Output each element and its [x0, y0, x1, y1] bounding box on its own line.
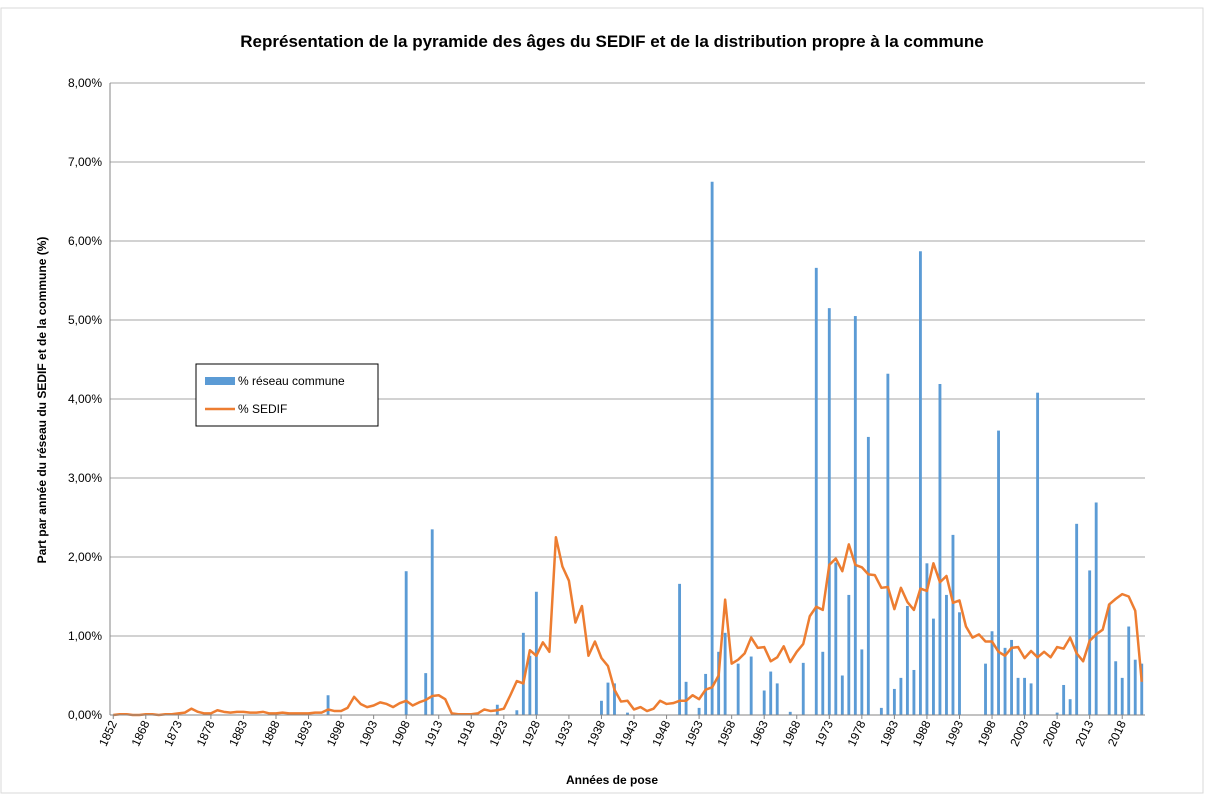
- y-tick-label: 6,00%: [68, 234, 102, 248]
- bar: [515, 710, 519, 715]
- bar: [1068, 699, 1072, 715]
- y-tick-label: 5,00%: [68, 313, 102, 327]
- bar: [1075, 523, 1079, 715]
- bar: [404, 571, 408, 715]
- bar: [762, 690, 766, 715]
- bar: [1094, 502, 1098, 715]
- y-tick-label: 4,00%: [68, 392, 102, 406]
- y-tick-label: 3,00%: [68, 471, 102, 485]
- y-axis-title: Part par année du réseau du SEDIF et de …: [35, 237, 49, 564]
- y-tick-label: 7,00%: [68, 155, 102, 169]
- bar: [932, 618, 935, 715]
- bar: [1133, 659, 1137, 715]
- bar: [984, 663, 987, 715]
- bar: [710, 181, 714, 715]
- bar: [879, 707, 883, 715]
- y-tick-label: 8,00%: [68, 76, 102, 90]
- legend-label: % réseau commune: [238, 374, 345, 388]
- bar: [521, 632, 525, 715]
- bar: [990, 631, 994, 715]
- bar: [1029, 683, 1033, 715]
- chart-frame: [0, 7, 1204, 794]
- bar: [775, 683, 779, 715]
- bar: [600, 700, 603, 715]
- bar: [424, 673, 428, 715]
- bar: [834, 562, 838, 715]
- bar: [749, 656, 753, 715]
- bar: [723, 632, 727, 715]
- bar: [925, 563, 929, 715]
- y-tick-label: 2,00%: [68, 550, 102, 564]
- legend: % réseau commune % SEDIF: [195, 363, 379, 427]
- bar: [912, 669, 916, 715]
- bar: [918, 251, 922, 715]
- bar: [1003, 647, 1007, 715]
- bar: [840, 675, 844, 715]
- bar: [866, 436, 870, 715]
- line: [113, 536, 1143, 717]
- bar: [430, 529, 434, 715]
- bar: [613, 683, 616, 715]
- bar: [769, 671, 773, 715]
- legend-label: % SEDIF: [238, 402, 287, 416]
- bar: [1016, 677, 1020, 715]
- bar: [938, 383, 942, 715]
- bar: [1062, 684, 1066, 715]
- bar: [606, 682, 610, 715]
- bar: [853, 316, 857, 715]
- bar: [528, 655, 532, 715]
- bar: [997, 430, 1000, 715]
- bar: [1010, 639, 1013, 715]
- bar: [704, 673, 708, 715]
- bar: [788, 711, 792, 715]
- x-axis-title: Années de pose: [566, 773, 658, 787]
- bar: [684, 681, 688, 715]
- bar: [1127, 626, 1131, 715]
- bar: [1036, 392, 1040, 715]
- bar: [736, 663, 740, 715]
- bar: [1114, 661, 1118, 715]
- y-tick-label: 0,00%: [68, 708, 102, 722]
- bar: [1107, 604, 1111, 715]
- bar: [717, 651, 721, 715]
- bar: [1055, 712, 1059, 715]
- bar: [827, 308, 831, 715]
- bar: [892, 688, 896, 715]
- bar: [626, 712, 629, 715]
- bar: [678, 583, 682, 715]
- y-tick-label: 1,00%: [68, 629, 102, 643]
- bar: [860, 649, 864, 715]
- legend-box: [195, 363, 379, 427]
- bar: [945, 594, 948, 715]
- bar: [814, 267, 818, 715]
- chart-title: Représentation de la pyramide des âges d…: [240, 32, 983, 51]
- bar: [1023, 677, 1027, 715]
- bar: [958, 612, 961, 715]
- bar: [1140, 663, 1144, 715]
- bar: [905, 605, 909, 715]
- bar: [821, 651, 825, 715]
- bar: [1120, 677, 1124, 715]
- bar: [847, 594, 851, 715]
- legend-swatch: [205, 377, 235, 385]
- bar: [951, 534, 955, 715]
- bar: [899, 677, 903, 715]
- bar: [697, 707, 701, 715]
- bar: [886, 373, 890, 715]
- bar: [801, 662, 805, 715]
- bar: [326, 695, 330, 715]
